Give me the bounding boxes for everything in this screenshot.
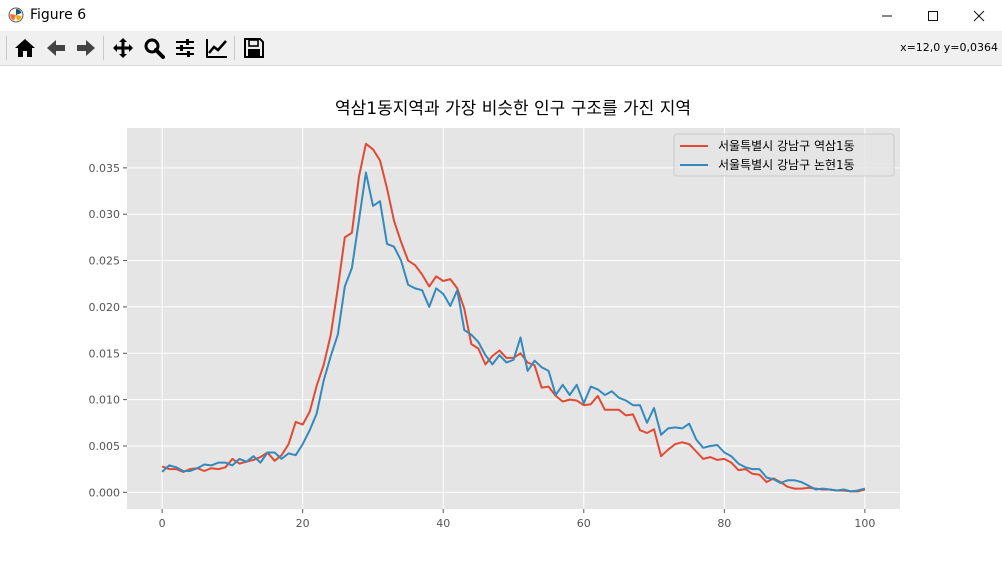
back-button[interactable] <box>43 35 69 61</box>
save-button[interactable] <box>241 35 267 61</box>
legend-box <box>673 133 895 177</box>
y-tick-label: 0.010 <box>89 394 121 407</box>
back-arrow-icon <box>47 40 65 56</box>
minimize-icon <box>882 15 892 16</box>
forward-button[interactable] <box>73 35 99 61</box>
maximize-button[interactable] <box>910 0 956 31</box>
window-title: Figure 6 <box>30 7 87 23</box>
grid <box>127 128 900 509</box>
window-titlebar: Figure 6 <box>0 0 1002 31</box>
configure-subplots-button[interactable] <box>172 35 198 61</box>
edit-axis-button[interactable] <box>204 35 230 61</box>
configure-subplots-icon <box>176 39 194 57</box>
series-line-2 <box>161 171 866 493</box>
y-tick-label: 0.020 <box>89 301 121 314</box>
x-tick-label: 20 <box>296 517 310 530</box>
minimize-button[interactable] <box>864 0 910 31</box>
x-tick-label: 80 <box>717 517 731 530</box>
tick-labels: 0 20 40 60 80 100 0.000 0.005 0.010 0.015 0.020 0.0… <box>89 162 876 530</box>
home-icon <box>15 39 35 57</box>
zoom-button[interactable] <box>141 35 167 61</box>
pan-button[interactable] <box>110 35 136 61</box>
toolbar-separator <box>103 36 104 60</box>
chart-title: 역삼1동지역과 가장 비슷한 인구 구조를 가진 지역 <box>335 99 691 119</box>
matplotlib-app-icon <box>8 7 24 23</box>
x-tick-label: 60 <box>577 517 591 530</box>
cursor-coordinates: x=12,0 y=0,0364 <box>900 41 998 54</box>
legend-label-1: 서울특별시 강남구 역삼1동 <box>718 139 855 153</box>
plot-background <box>127 128 900 509</box>
x-tick-label: 0 <box>159 517 166 530</box>
legend-label-2: 서울특별시 강남구 논현1동 <box>718 158 855 172</box>
zoom-icon <box>144 38 165 59</box>
y-tick-label: 0.030 <box>89 208 121 221</box>
toolbar-grip <box>6 36 7 60</box>
save-icon <box>244 38 264 58</box>
toolbar-separator <box>234 36 235 60</box>
y-tick-label: 0.005 <box>89 440 121 453</box>
close-icon <box>973 10 985 21</box>
edit-axis-icon <box>206 39 227 58</box>
maximize-icon <box>928 10 938 21</box>
home-button[interactable] <box>12 35 38 61</box>
figure-canvas[interactable]: 0 20 40 60 80 100 0.000 0.005 0.010 0.015 0.020 0.0… <box>0 66 1002 566</box>
close-button[interactable] <box>956 0 1002 31</box>
line-chart[interactable]: 0 20 40 60 80 100 0.000 0.005 0.010 0.015 0.020 0.0… <box>0 66 1002 566</box>
x-tick-label: 40 <box>436 517 450 530</box>
y-tick-label: 0.000 <box>89 486 121 499</box>
navigation-toolbar: x=12,0 y=0,0364 <box>0 31 1002 66</box>
x-tick-label: 100 <box>854 517 875 530</box>
y-tick-label: 0.015 <box>89 347 121 360</box>
y-tick-label: 0.035 <box>89 162 121 175</box>
forward-arrow-icon <box>77 40 95 56</box>
y-tick-label: 0.025 <box>89 255 121 268</box>
series-lines <box>161 142 866 493</box>
pan-icon <box>113 38 133 58</box>
